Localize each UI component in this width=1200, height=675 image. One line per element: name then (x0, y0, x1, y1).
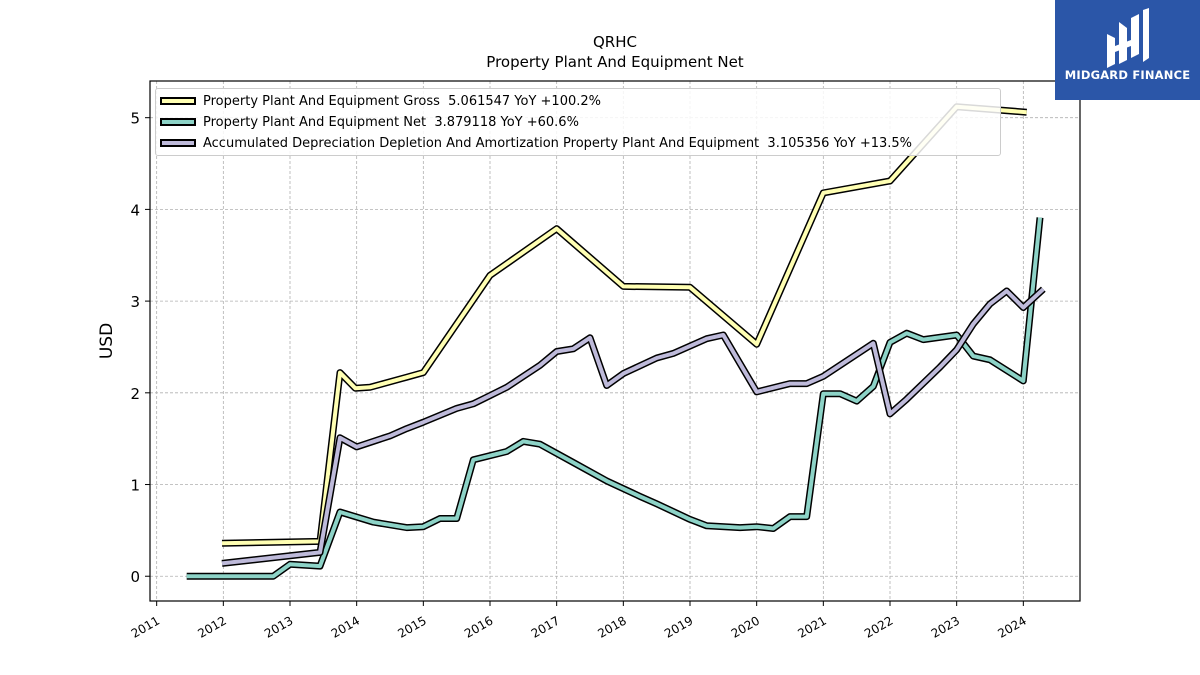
x-tick-label: 2016 (462, 613, 495, 640)
legend-swatch-depreciation (160, 139, 196, 147)
series-outline-0 (221, 103, 1027, 547)
y-tick-label: 3 (130, 293, 140, 311)
y-tick-label: 4 (130, 201, 140, 219)
chart-subtitle: Property Plant And Equipment Net (486, 53, 743, 71)
x-tick-label: 2020 (729, 613, 762, 640)
x-tick-label: 2022 (862, 613, 895, 640)
x-tick-label: 2012 (195, 613, 228, 640)
legend-label-net: Property Plant And Equipment Net 3.87911… (203, 114, 579, 130)
chart-title: QRHC (593, 33, 637, 51)
x-tick-label: 2023 (929, 613, 962, 640)
legend-item-net: Property Plant And Equipment Net 3.87911… (160, 112, 579, 132)
series-line-0 (221, 104, 1027, 546)
series-line-1 (186, 217, 1042, 579)
x-tick-label: 2018 (595, 613, 628, 640)
chart-legend: Property Plant And Equipment Gross 5.061… (155, 88, 1001, 156)
gridlines (150, 81, 1080, 601)
legend-item-gross: Property Plant And Equipment Gross 5.061… (160, 91, 601, 111)
x-tick-label: 2013 (262, 613, 295, 640)
y-tick-label: 2 (130, 385, 140, 403)
x-tick-label: 2017 (529, 613, 562, 640)
plot-frame (149, 80, 1081, 602)
legend-swatch-gross (160, 97, 196, 105)
brand-logo: MIDGARD FINANCE (1055, 0, 1200, 100)
brand-name: MIDGARD FINANCE (1064, 68, 1191, 82)
x-tick-label: 2015 (395, 613, 428, 640)
legend-swatch-net (160, 118, 196, 126)
series-lines (186, 103, 1046, 580)
x-tick-label: 2024 (995, 613, 1028, 640)
x-tick-label: 2014 (329, 613, 362, 640)
legend-label-gross: Property Plant And Equipment Gross 5.061… (203, 93, 602, 109)
y-tick-label: 5 (130, 110, 140, 128)
legend-item-depreciation: Accumulated Depreciation Depletion And A… (160, 133, 912, 153)
x-tick-label: 2021 (795, 613, 828, 640)
midgard-logo-icon (1107, 8, 1149, 68)
y-tick-label: 0 (130, 568, 140, 586)
x-tick-label: 2019 (662, 613, 695, 640)
x-tick-label: 2011 (129, 613, 162, 640)
legend-label-depreciation: Accumulated Depreciation Depletion And A… (203, 135, 913, 151)
series-outline-2 (221, 286, 1046, 567)
series-line-2 (221, 287, 1045, 566)
y-tick-label: 1 (130, 477, 140, 495)
y-axis-label: USD (97, 323, 117, 359)
